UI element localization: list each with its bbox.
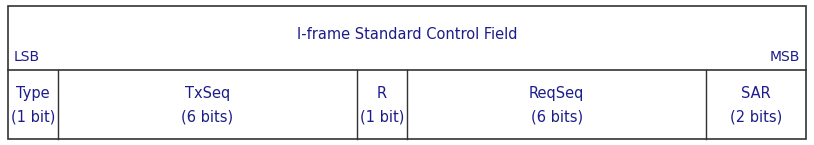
Text: Type: Type xyxy=(16,86,50,101)
Text: I-frame Standard Control Field: I-frame Standard Control Field xyxy=(297,27,517,42)
Text: R: R xyxy=(377,86,387,101)
Text: TxSeq: TxSeq xyxy=(185,86,230,101)
Text: (1 bit): (1 bit) xyxy=(11,109,55,124)
Text: (6 bits): (6 bits) xyxy=(531,109,583,124)
Text: MSB: MSB xyxy=(769,50,800,64)
Text: ReqSeq: ReqSeq xyxy=(529,86,584,101)
Text: LSB: LSB xyxy=(14,50,40,64)
Text: (6 bits): (6 bits) xyxy=(182,109,234,124)
Text: (2 bits): (2 bits) xyxy=(730,109,782,124)
Text: (1 bit): (1 bit) xyxy=(360,109,405,124)
Text: SAR: SAR xyxy=(742,86,771,101)
